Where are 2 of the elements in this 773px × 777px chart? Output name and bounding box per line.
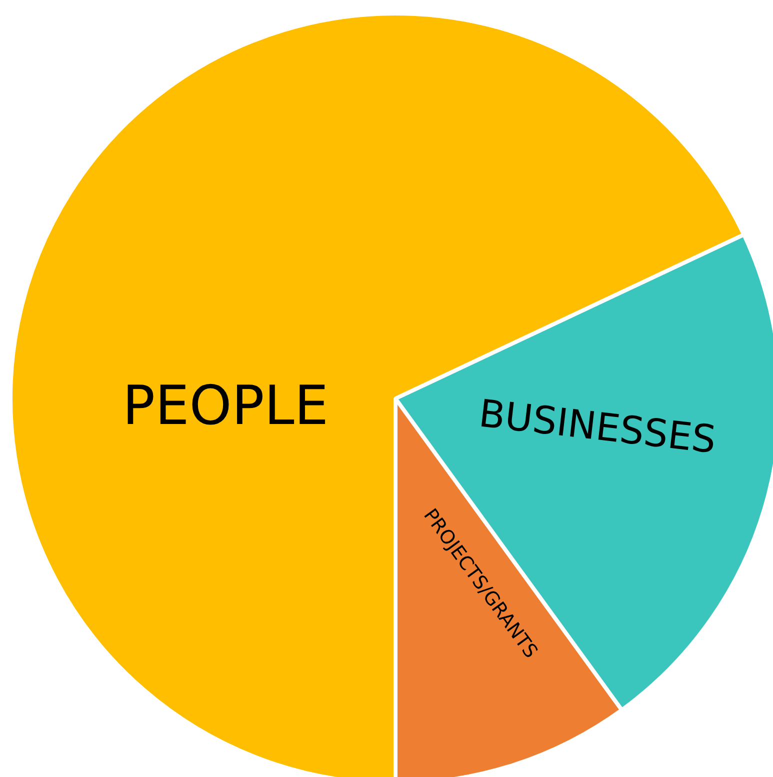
slice-label: BUSINESSES xyxy=(476,391,718,462)
slice-label: PEOPLE xyxy=(122,374,328,437)
